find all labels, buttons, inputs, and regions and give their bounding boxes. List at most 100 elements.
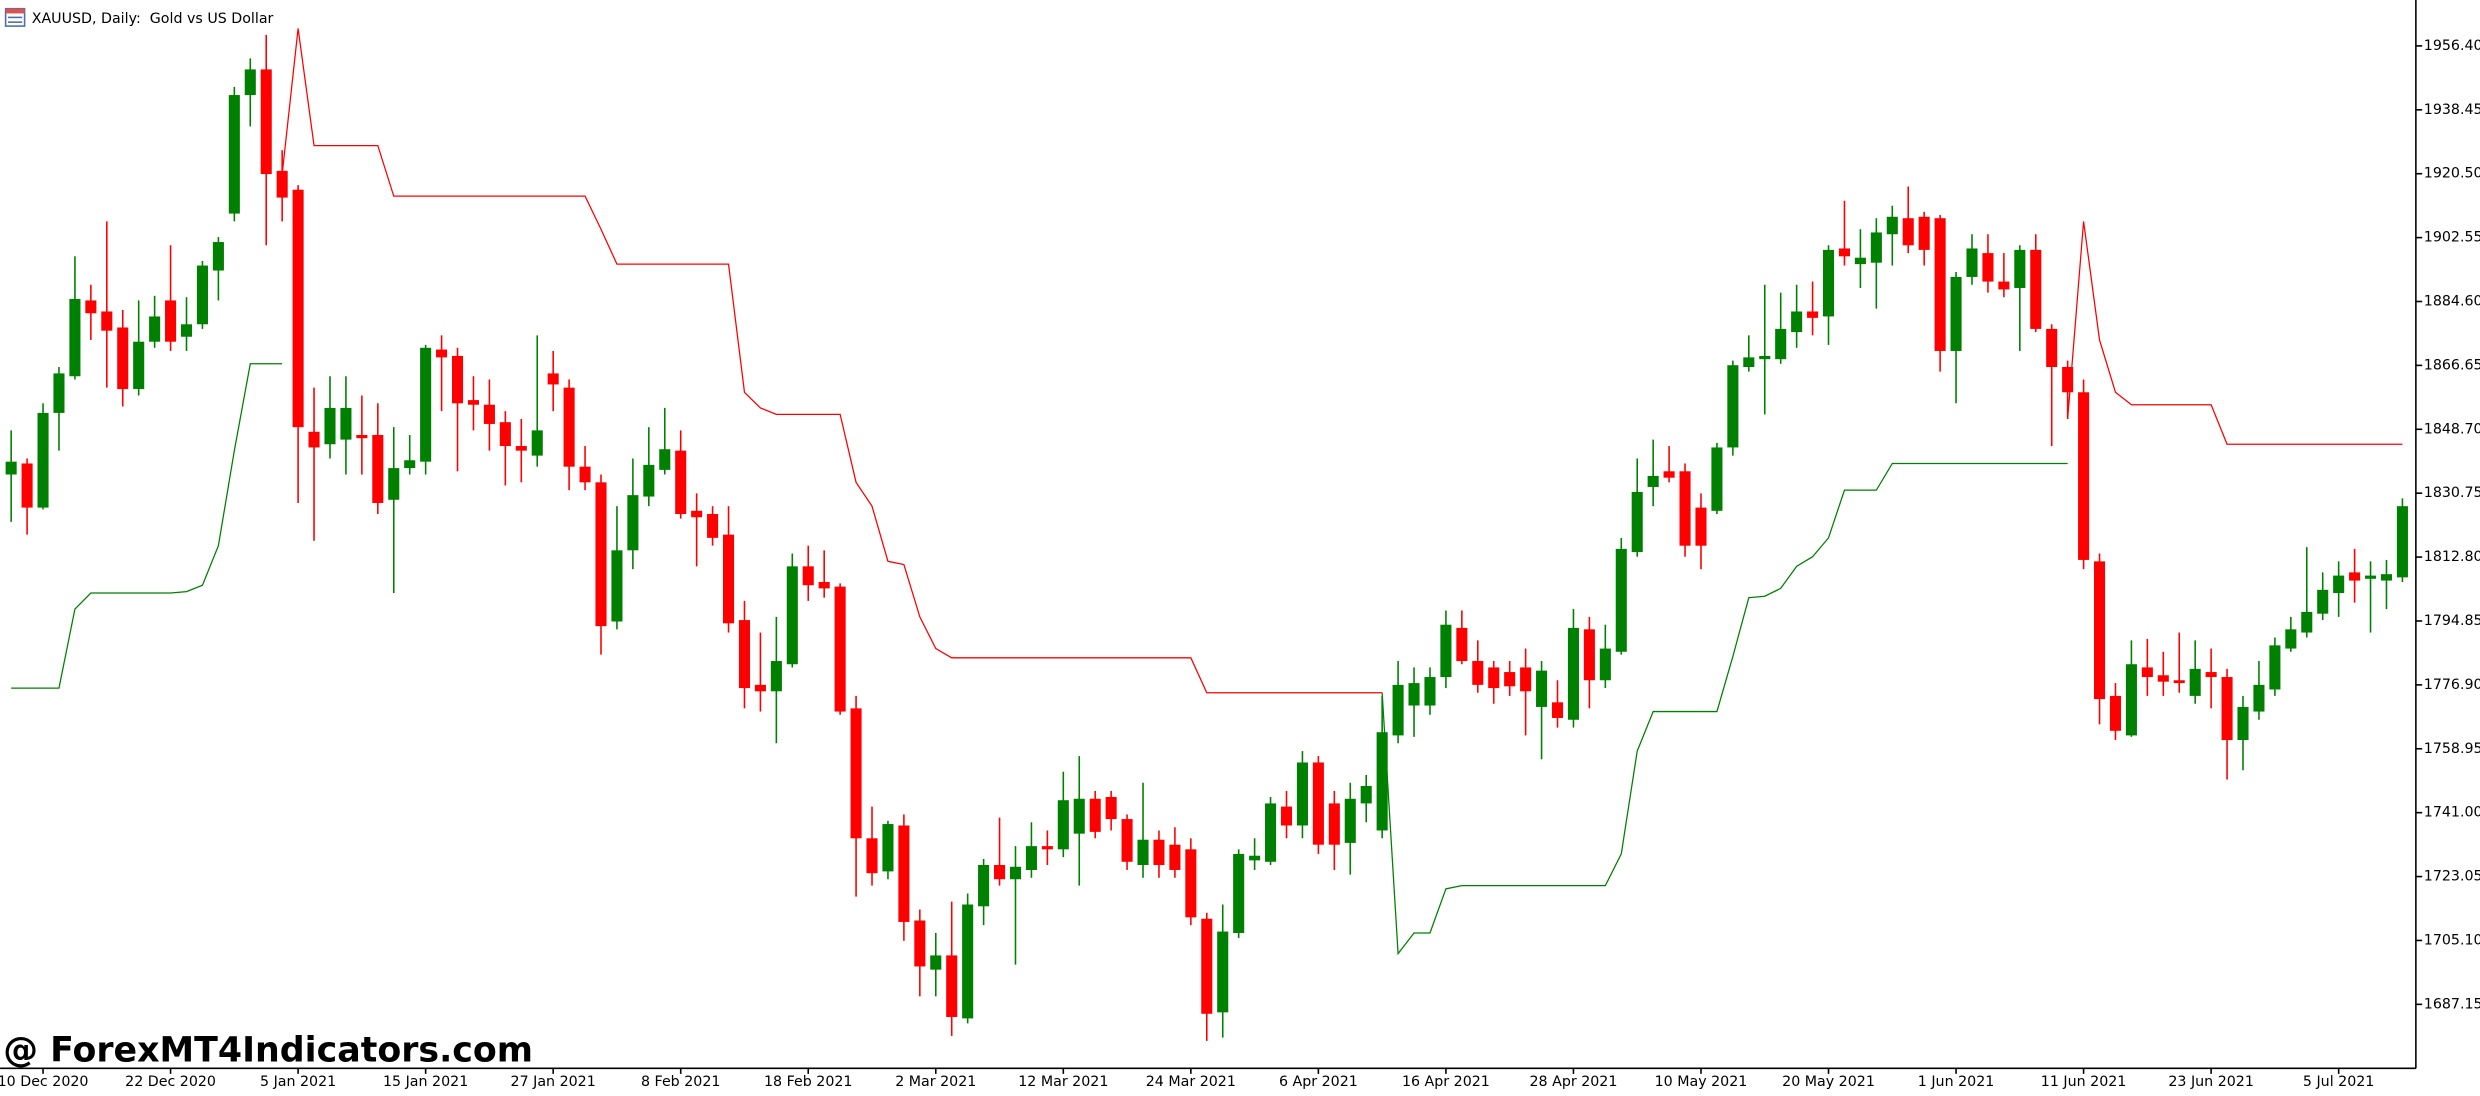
candle-body [1520, 667, 1532, 692]
x-tick-label: 8 Feb 2021 [641, 1074, 720, 1090]
x-tick-label: 23 Jun 2021 [2168, 1074, 2254, 1090]
y-tick-label: 1884.60 [2424, 294, 2480, 310]
candle-body [1249, 855, 1261, 861]
candle-body [2093, 561, 2106, 700]
candle-body [1743, 357, 1755, 367]
candle-body [1105, 797, 1117, 820]
candle-body [882, 824, 894, 872]
candle-body [1727, 365, 1739, 448]
candle-body [1057, 800, 1069, 850]
candle-body [1966, 248, 1978, 277]
x-tick-label: 28 Apr 2021 [1529, 1074, 1617, 1090]
candle-body [1567, 627, 1579, 720]
candle-body [1488, 667, 1500, 689]
candle-body [467, 400, 479, 405]
candle-body [5, 461, 17, 475]
x-tick-label: 16 Apr 2021 [1402, 1074, 1490, 1090]
candle-body [1854, 257, 1866, 265]
candle-body [643, 464, 655, 497]
x-tick-label: 15 Jan 2021 [383, 1074, 468, 1090]
candle-body [1886, 216, 1898, 235]
candle-body [37, 412, 49, 508]
candle-body [228, 95, 240, 214]
candle-body [1328, 803, 1340, 845]
candle-body [1440, 624, 1452, 678]
candle-body [451, 355, 464, 404]
candle-body [1679, 471, 1691, 546]
candle-body [1791, 311, 1803, 333]
candle-body [595, 482, 607, 627]
candle-body [707, 514, 719, 538]
candle-body [2014, 249, 2026, 288]
candle-body [53, 373, 65, 413]
y-tick-label: 1938.45 [2424, 102, 2480, 118]
candle-body [1551, 702, 1564, 718]
candle-body [2269, 645, 2281, 690]
candle-body [834, 586, 846, 712]
y-tick-label: 1794.85 [2424, 613, 2480, 629]
indicator-line [281, 28, 1383, 694]
candle-body [1376, 732, 1388, 831]
candle-body [1934, 218, 1946, 351]
x-tick-label: 1 Jun 2021 [1918, 1074, 1994, 1090]
candle-body [579, 466, 591, 483]
candle-body [436, 349, 448, 358]
y-tick-label: 1920.50 [2424, 166, 2480, 182]
y-tick-label: 1687.15 [2424, 996, 2480, 1012]
candle-body [1009, 866, 1022, 880]
candle-body [738, 620, 751, 689]
candle-body [866, 838, 878, 874]
candle-body [1073, 798, 1085, 834]
candle-body [962, 904, 974, 1019]
candle-body [722, 534, 735, 624]
candle-body [1280, 806, 1293, 826]
candle-body [1775, 328, 1787, 360]
y-tick-label: 1776.90 [2424, 677, 2480, 693]
indicator-line [2067, 221, 2403, 445]
candle-body [2349, 572, 2361, 581]
x-tick-label: 5 Jul 2021 [2303, 1074, 2374, 1090]
candle-body [292, 189, 304, 428]
candle-body [2078, 392, 2090, 560]
candle-body [2205, 672, 2217, 678]
candle-body [2109, 695, 2122, 731]
candle-body [994, 864, 1006, 880]
candle-body [515, 446, 527, 451]
candle-body [978, 864, 990, 907]
candle-body [2046, 328, 2058, 367]
candle-body [2237, 706, 2249, 741]
candle-body [1902, 218, 1914, 246]
y-tick-label: 1848.70 [2424, 421, 2480, 437]
candle-body [786, 566, 798, 665]
candle-body [2125, 664, 2137, 736]
candle-body [356, 434, 368, 439]
plot-area [5, 28, 2408, 1041]
y-tick-label: 1956.40 [2424, 38, 2480, 54]
watermark: @ ForexMT4Indicators.com [3, 1031, 533, 1071]
candle-body [1711, 447, 1723, 511]
candle-body [2365, 575, 2377, 579]
candle-body [1121, 819, 1133, 862]
candle-body [180, 324, 193, 337]
candle-body [260, 69, 272, 175]
candle-body [898, 825, 910, 922]
candle-body [1424, 677, 1436, 706]
candle-body [1233, 853, 1245, 933]
candle-body [2380, 574, 2393, 581]
candle-body [1137, 839, 1149, 865]
candle-body [2333, 575, 2345, 594]
x-tick-label: 10 May 2021 [1655, 1074, 1748, 1090]
candle-body [340, 407, 352, 440]
candle-body [1296, 762, 1308, 826]
x-tick-label: 22 Dec 2020 [125, 1074, 216, 1090]
y-tick-label: 1741.00 [2424, 805, 2480, 821]
candle-body [675, 450, 687, 515]
candle-body [1041, 846, 1053, 850]
candle-body [404, 460, 416, 469]
candle-body [1918, 216, 1930, 250]
candle-body [372, 434, 384, 503]
y-tick-label: 1830.75 [2424, 485, 2480, 501]
candle-body [1265, 803, 1277, 862]
